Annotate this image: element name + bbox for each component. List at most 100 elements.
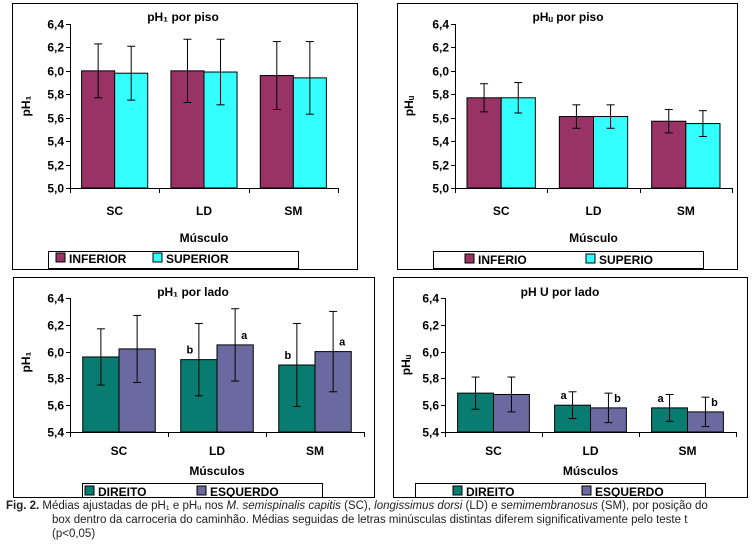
caption-line-2: box dentro da carroceria do caminhão. Mé… [52, 514, 688, 526]
y-tick-label: 5,8 [47, 372, 64, 386]
significance-letter: a [339, 337, 346, 349]
bar-esquerdo-sc [118, 348, 156, 433]
x-tick-label: SM [679, 444, 697, 458]
caption-text-3: (LD) e [462, 500, 501, 512]
y-tick-label: 6,0 [432, 65, 449, 79]
x-tick-label: LD [586, 204, 602, 218]
y-tick-label: 5,2 [432, 159, 449, 173]
x-tick-label: LD [196, 204, 212, 218]
bar-inferio-sc [466, 97, 502, 189]
chart-1: 5,0 5,2 5,4 5,6 5,8 6,0 6,2 6,4 SC LD SM pH₁ por pi… [12, 3, 358, 270]
y-tick-label: 5,2 [47, 159, 64, 173]
legend-box [48, 251, 299, 269]
figure-caption: Fig. 2. Médias ajustadas de pH₁ e pHᵤ no… [6, 499, 746, 541]
y-axis-label: pH₁ [19, 351, 33, 372]
significance-letter: b [285, 350, 292, 362]
x-tick-label: SM [306, 444, 324, 458]
x-tick-label: LD [209, 444, 225, 458]
legend-swatch [84, 485, 95, 496]
y-tick-label: 5,0 [47, 182, 64, 196]
chart-2: 5,0 5,2 5,4 5,6 5,8 6,0 6,2 6,4 SC LD SM pHᵤ por pi… [397, 3, 738, 270]
legend-box [433, 251, 704, 269]
legend-label: ESQUERDO [210, 485, 279, 498]
x-tick-label: SC [485, 444, 502, 458]
legend-swatch [55, 252, 66, 263]
caption-line-3: (p<0,05) [52, 528, 96, 540]
x-tick-label: SM [677, 204, 695, 218]
legend-label: INFERIOR [69, 252, 127, 266]
chart-frame [12, 3, 358, 270]
y-tick-label: 5,4 [47, 135, 64, 149]
y-tick-label: 5,6 [432, 112, 449, 126]
x-axis-label: Músculo [180, 231, 229, 245]
legend-box [415, 483, 706, 498]
y-tick-label: 6,4 [432, 18, 449, 32]
legend-label: INFERIO [478, 253, 527, 267]
y-tick-label: 5,6 [47, 112, 64, 126]
x-tick-label: SC [111, 444, 128, 458]
legend-swatch [152, 252, 163, 263]
significance-letter: a [241, 330, 248, 342]
legend-swatch [585, 253, 596, 264]
x-axis-label: Músculos [563, 464, 619, 478]
caption-species-2: longissimus dorsi [374, 500, 463, 512]
y-tick-label: 5,4 [47, 426, 64, 440]
bar-superior-ld [203, 71, 238, 189]
y-tick-label: 5,8 [432, 88, 449, 102]
y-tick-label: 6,2 [47, 41, 64, 55]
legend-swatch [464, 253, 475, 264]
legend-label: SUPERIOR [166, 252, 229, 266]
legend-label: ESQUERDO [595, 485, 664, 498]
legend-label: DIREITO [98, 485, 146, 498]
y-tick-label: 5,8 [47, 88, 64, 102]
legend-label: DIREITO [466, 485, 514, 498]
y-tick-label: 6,4 [47, 292, 64, 306]
chart-title: pH₁ por lado [157, 285, 229, 299]
bar-esquerdo-ld [216, 344, 254, 433]
bar-superior-sm [292, 77, 327, 189]
chart-4: 5,4 5,6 5,8 6,0 6,2 6,4 SC LD SM a b a b pH U por lad… [393, 277, 748, 498]
legend-label: SUPERIO [599, 253, 653, 267]
y-tick-label: 6,2 [47, 319, 64, 333]
y-axis-label: pHᵤ [402, 95, 416, 116]
y-tick-label: 6,4 [47, 18, 64, 32]
x-tick-label: SC [493, 204, 510, 218]
significance-letter: a [560, 390, 567, 402]
significance-letter: b [614, 393, 621, 405]
y-tick-label: 6,0 [47, 346, 64, 360]
significance-letter: b [187, 345, 194, 357]
y-tick-label: 5,4 [422, 426, 439, 440]
legend-swatch [196, 485, 207, 496]
legend-swatch [581, 485, 592, 496]
x-tick-label: SM [284, 204, 302, 218]
significance-letter: b [711, 397, 718, 409]
significance-letter: a [657, 393, 664, 405]
caption-text-4: (SM), por posição do [597, 500, 708, 512]
caption-species-1: M. semispinalis capitis [226, 500, 341, 512]
y-tick-label: 5,0 [432, 182, 449, 196]
y-tick-label: 5,8 [422, 372, 439, 386]
y-tick-label: 6,4 [422, 292, 439, 306]
chart-title: pHᵤ por piso [532, 10, 603, 24]
y-tick-label: 5,6 [422, 399, 439, 413]
x-axis-label: Músculos [189, 464, 245, 478]
legend-swatch [452, 485, 463, 496]
y-tick-label: 6,2 [432, 41, 449, 55]
y-tick-label: 5,6 [47, 399, 64, 413]
chart-title: pH₁ por piso [147, 10, 219, 24]
caption-label: Fig. 2. [6, 500, 40, 512]
x-tick-label: SC [106, 204, 123, 218]
y-tick-label: 6,0 [47, 65, 64, 79]
y-tick-label: 5,4 [432, 135, 449, 149]
chart-frame [397, 3, 738, 270]
chart-title: pH U por lado [521, 285, 600, 299]
y-tick-label: 6,0 [422, 346, 439, 360]
caption-text-1: Médias ajustadas de pH₁ e pHᵤ nos [39, 500, 227, 512]
y-axis-label: pH₁ [19, 95, 33, 116]
y-tick-label: 6,2 [422, 319, 439, 333]
caption-species-3: semimembranosus [500, 500, 598, 512]
chart-3: 5,4 5,6 5,8 6,0 6,2 6,4 SC LD SM b a b a pH₁ por lado… [13, 277, 375, 498]
figure-canvas: 5,0 5,2 5,4 5,6 5,8 6,0 6,2 6,4 SC LD SM pH₁ por pi… [12, 3, 748, 498]
caption-text-2: (SC), [340, 500, 375, 512]
x-tick-label: LD [583, 444, 599, 458]
